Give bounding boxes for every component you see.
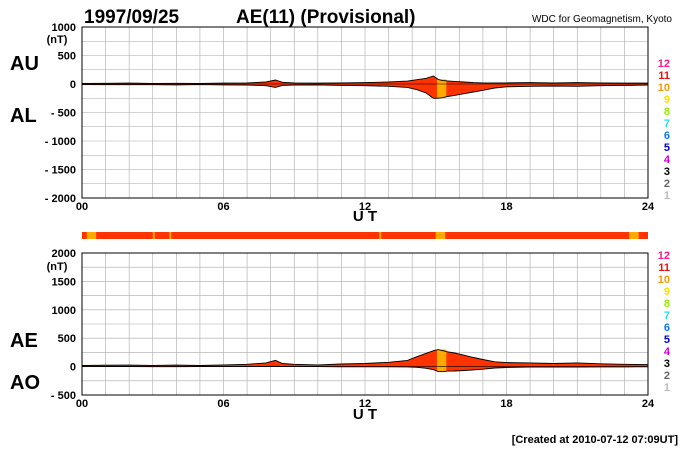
upper-area [81,75,649,99]
y-tick-label: 0 [70,79,76,91]
chart-date: 1997/09/25 [84,7,180,28]
station-legend-item: 2 [664,370,670,382]
y-tick-label: 1000 [52,22,76,34]
upper-x-ticks: 00 06 12 18 24 [76,201,655,213]
station-legend-item: 4 [664,346,671,358]
station-legend-item: 3 [664,358,670,370]
station-legend-item: 8 [664,106,670,118]
gap-fill [436,79,447,98]
ae-label: AE [10,330,38,352]
y-tick-label: - 1500 [45,165,76,177]
station-legend-item: 5 [664,142,670,154]
station-legend-item: 11 [658,70,670,82]
al-label: AL [10,105,37,127]
lower-x-ticks: 00 06 12 18 24 [76,398,655,410]
x-tick-label: 18 [500,398,512,410]
gap-fill [436,349,447,372]
station-legend-item: 2 [664,178,670,190]
station-legend-item: 6 [664,322,670,334]
station-legend-item: 10 [658,274,670,286]
y-tick-label: 1500 [52,276,76,288]
quality-bar-segment [629,232,639,239]
station-legend-item: 5 [664,334,670,346]
x-tick-label: 12 [359,398,371,410]
upper-x-axis-label: U T [353,208,377,225]
chart-source: WDC for Geomagnetism, Kyoto [532,14,672,25]
y-tick-label: - 500 [51,390,76,402]
quality-bar-tick [379,232,382,239]
chart-title: AE(11) (Provisional) [236,7,416,28]
quality-bar-segment [86,232,97,239]
x-tick-label: 06 [217,398,229,410]
x-tick-label: 18 [500,201,512,213]
station-legend-item: 7 [664,310,670,322]
y-tick-label: - 1000 [45,136,76,148]
lower-frame [81,252,649,396]
x-tick-label: 06 [217,201,229,213]
lower-unit-label: (nT) [47,261,68,273]
created-note: [Created at 2010-07-12 07:09UT] [512,434,679,446]
y-tick-label: - 500 [51,108,76,120]
station-legend-item: 12 [658,250,670,262]
ao-label: AO [10,372,40,394]
x-tick-label: 24 [642,201,655,213]
x-tick-label: 24 [642,398,655,410]
station-legend-item: 10 [658,82,670,94]
upper-grid [81,26,649,199]
station-legend-item: 6 [664,130,670,142]
station-legend-item: 8 [664,298,670,310]
x-tick-label: 00 [76,201,88,213]
station-legend-item: 1 [664,190,670,202]
x-tick-label: 00 [76,398,88,410]
data-quality-bar [82,232,648,239]
lower-x-axis-label: U T [353,406,377,423]
station-legend-item: 11 [658,262,670,274]
y-tick-label: 500 [58,51,76,63]
y-tick-label: 0 [70,362,76,374]
y-tick-label: 500 [58,333,76,345]
lower-y-ticks: 2000 1500 1000 500 0 - 500 [51,248,76,402]
y-tick-label: - 2000 [45,193,76,205]
quality-bar-tick [169,232,172,239]
lower-area [81,349,649,373]
upper-y-ticks: 1000 500 0 - 500 - 1000 - 1500 - 2000 [45,22,76,205]
station-legend-item: 7 [664,118,670,130]
quality-bar-tick [152,232,155,239]
station-legend-item: 3 [664,166,670,178]
x-tick-label: 12 [359,201,371,213]
y-tick-label: 2000 [52,248,76,260]
upper-frame [81,26,649,199]
station-legend-item: 1 [664,382,670,394]
au-label: AU [10,53,39,75]
upper-unit-label: (nT) [47,34,68,46]
y-tick-label: 1000 [52,305,76,317]
ae-line [81,349,649,366]
station-legend-item: 4 [664,154,671,166]
quality-bar-segment [435,232,446,239]
quality-bar-base [82,232,648,239]
station-legend-item: 9 [664,94,670,106]
station-legend-item: 9 [664,286,670,298]
lower-grid [81,252,649,396]
au-line [81,75,648,84]
station-legend-item: 12 [658,58,670,70]
al-line [81,84,649,99]
